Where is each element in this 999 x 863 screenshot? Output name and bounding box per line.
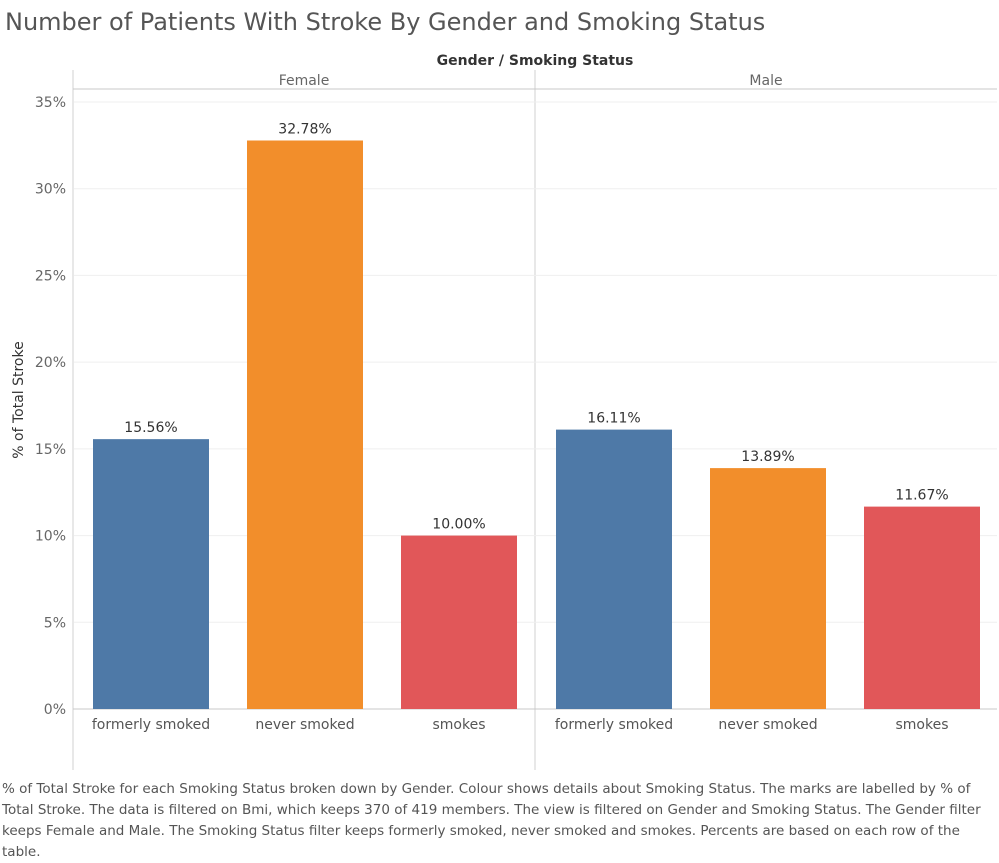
data-label: 16.11% [587,411,640,427]
y-tick-label: 30% [35,182,66,198]
bar [93,439,209,709]
bars-layer [93,140,980,709]
x-axis: Female formerly smoked never smoked smokes M… [92,73,949,733]
data-label: 15.56% [124,420,177,436]
y-tick-label: 15% [35,442,66,458]
bar [864,506,980,709]
data-label: 11.67% [895,488,948,504]
group-header-label: Female [279,73,330,89]
bar [247,140,363,709]
y-tick-label: 20% [35,355,66,371]
y-tick-label: 10% [35,529,66,545]
group-header-label: Male [749,73,782,89]
chart-title: Number of Patients With Stroke By Gender… [5,8,766,36]
data-label: 13.89% [741,449,794,465]
bar [710,468,826,709]
bar [401,535,517,709]
bar-chart: Gender / Smoking Status 0% 5% 10% 15% 20% 25%… [11,53,997,770]
y-tick-label: 35% [35,95,66,111]
bar [556,429,672,709]
x-tick-label: formerly smoked [92,717,210,733]
gridlines [74,101,997,623]
data-labels-layer: 15.56% 32.78% 10.00% 16.11% 13.89% 11.67% [124,122,948,533]
chart-caption: % of Total Stroke for each Smoking Statu… [2,781,981,860]
y-tick-label: 25% [35,268,66,284]
x-tick-label: never smoked [255,717,354,733]
x-tick-label: never smoked [718,717,817,733]
x-tick-label: formerly smoked [555,717,673,733]
y-axis-title: % of Total Stroke [11,341,27,458]
y-tick-label: 0% [44,702,66,718]
column-header-title: Gender / Smoking Status [437,53,634,69]
data-label: 10.00% [432,517,485,533]
x-tick-label: smokes [432,717,485,733]
x-tick-label: smokes [895,717,948,733]
chart-frame [72,70,997,770]
data-label: 32.78% [278,122,331,138]
y-axis: 0% 5% 10% 15% 20% 25% 30% 35% [35,95,66,718]
y-tick-label: 5% [44,615,66,631]
